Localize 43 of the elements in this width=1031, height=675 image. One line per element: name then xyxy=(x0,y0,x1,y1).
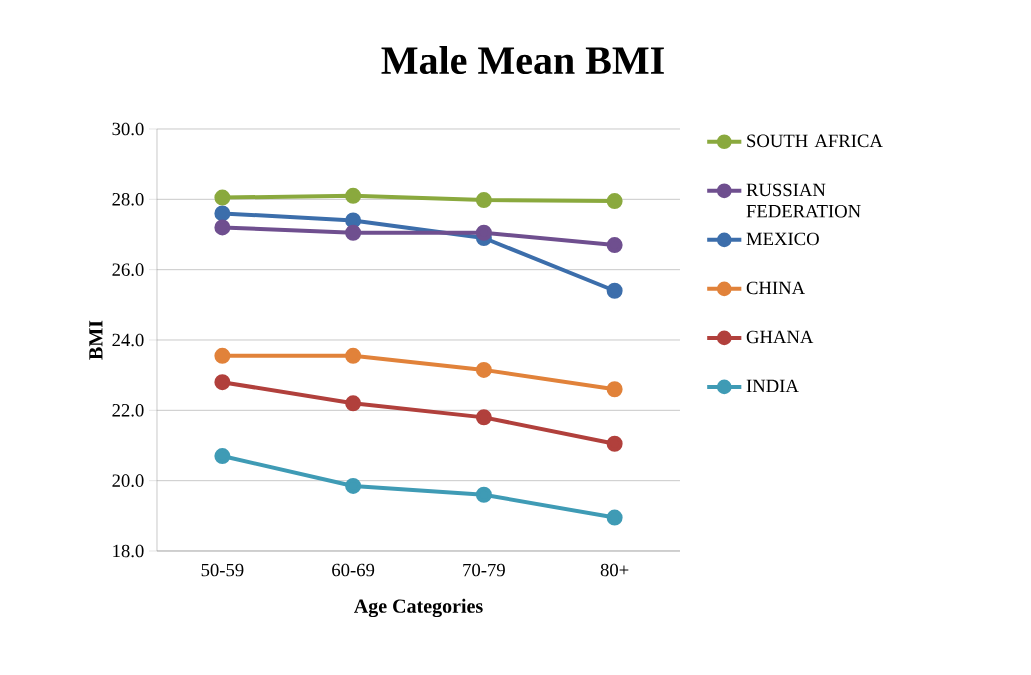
point xyxy=(345,395,362,412)
x-tick-label: 70-79 xyxy=(463,563,505,577)
point xyxy=(606,193,623,210)
point xyxy=(475,486,492,503)
point xyxy=(214,448,231,465)
point xyxy=(606,509,623,526)
legend-label: GHANA xyxy=(746,330,814,344)
legend-label: SOUTH AFRICA xyxy=(747,134,883,148)
point xyxy=(606,381,623,398)
point xyxy=(345,347,362,364)
y-tick-label: 26.0 xyxy=(112,263,144,277)
y-axis-title: BMI xyxy=(89,320,103,360)
point xyxy=(345,224,362,241)
point xyxy=(214,189,231,206)
y-tick-label: 18.0 xyxy=(113,544,144,558)
point xyxy=(214,347,231,364)
y-tick-label: 28.0 xyxy=(112,192,144,206)
x-tick-label: 50-59 xyxy=(201,563,244,577)
point xyxy=(606,237,623,254)
y-tick-label: 30.0 xyxy=(112,122,144,136)
y-tick-label: 24.0 xyxy=(112,333,144,347)
point xyxy=(214,374,231,391)
y-tick-label: 20.0 xyxy=(112,474,144,488)
legend-label: RUSSIAN FEDERATION xyxy=(746,183,861,218)
x-tick-label: 60-69 xyxy=(332,563,375,577)
x-axis-title: Age Categories xyxy=(353,598,483,618)
point xyxy=(475,361,492,378)
y-tick-label: 22.0 xyxy=(112,403,144,417)
legend-label: INDIA xyxy=(746,379,799,393)
legend-label: CHINA xyxy=(746,281,805,295)
point xyxy=(345,212,362,229)
point xyxy=(475,409,492,426)
point xyxy=(214,205,231,222)
chart-title: Male Mean BMI xyxy=(381,45,664,75)
point xyxy=(214,219,231,236)
point xyxy=(606,282,623,299)
point xyxy=(345,477,362,494)
point xyxy=(606,435,623,452)
x-tick-label: 80+ xyxy=(600,563,629,577)
point xyxy=(475,224,492,241)
legend-label: MEXICO xyxy=(746,232,819,246)
point xyxy=(475,192,492,209)
point xyxy=(345,187,362,204)
